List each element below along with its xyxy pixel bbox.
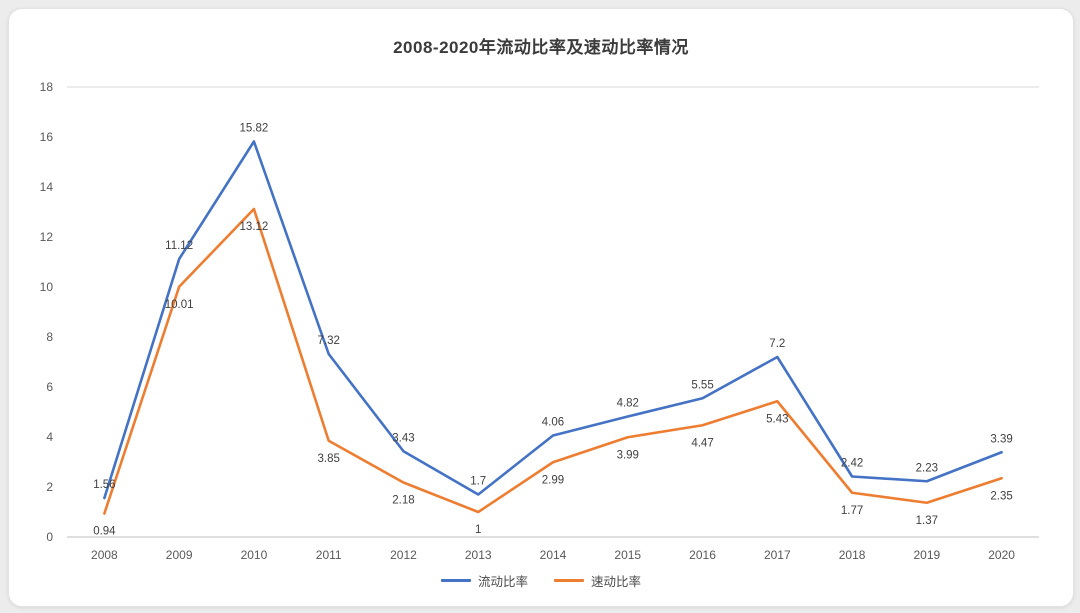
y-tick-label: 6 (46, 380, 53, 394)
data-label: 4.82 (617, 398, 639, 410)
data-label: 15.82 (240, 123, 269, 135)
data-label: 3.99 (617, 449, 639, 461)
line-chart: 0 2 4 6 8 10 12 14 16 18 2008 2009 2010 2011 2012 2013 2… (40, 80, 1039, 562)
chart-legend: 流动比率 速动比率 (9, 571, 1073, 590)
series-line-current-ratio (103, 140, 1003, 500)
data-label: 2.23 (916, 462, 938, 474)
data-label: 7.2 (769, 338, 785, 350)
y-tick-label: 8 (46, 330, 53, 344)
y-tick-label: 4 (46, 430, 53, 444)
data-label: 1.56 (93, 479, 115, 491)
x-tick-label: 2018 (839, 548, 866, 562)
data-label: 1.37 (916, 515, 938, 527)
x-tick-label: 2009 (166, 548, 193, 562)
series-line-quick-ratio (103, 207, 1003, 515)
legend-label: 流动比率 (477, 575, 528, 589)
data-label: 5.43 (766, 413, 788, 425)
x-tick-label: 2013 (465, 548, 492, 562)
legend-item-current-ratio: 流动比率 (440, 571, 528, 590)
y-tick-label: 18 (40, 80, 54, 94)
x-tick-label: 2011 (316, 548, 342, 562)
data-label: 0.94 (93, 526, 116, 538)
data-label: 10.01 (165, 299, 194, 311)
data-label: 3.85 (317, 453, 339, 465)
data-label: 1.7 (470, 476, 486, 488)
y-tick-label: 2 (46, 480, 53, 494)
x-tick-label: 2020 (988, 548, 1015, 562)
data-label: 3.43 (392, 432, 414, 444)
x-tick-label: 2008 (91, 548, 118, 562)
legend-label: 速动比率 (591, 575, 642, 589)
legend-swatch-icon (440, 579, 471, 582)
x-tick-label: 2012 (390, 548, 417, 562)
data-label: 2.35 (990, 490, 1012, 502)
chart-card: 0 2 4 6 8 10 12 14 16 18 2008 2009 2010 2011 2012 2013 2… (8, 8, 1074, 607)
x-tick-label: 2010 (241, 548, 268, 562)
y-tick-label: 16 (40, 130, 54, 144)
data-label: 2.99 (542, 474, 564, 486)
x-tick-label: 2014 (540, 548, 567, 562)
legend-item-quick-ratio: 速动比率 (554, 571, 641, 590)
data-label: 13.12 (240, 221, 269, 233)
x-tick-label: 2017 (764, 548, 791, 562)
data-label: 4.47 (691, 437, 713, 449)
chart-title: 2008-2020年流动比率及速动比率情况 (393, 38, 689, 57)
data-label: 5.55 (691, 379, 713, 391)
legend-swatch-icon (554, 579, 584, 582)
data-label: 3.39 (990, 433, 1012, 445)
y-tick-label: 12 (40, 230, 54, 244)
x-tick-label: 2019 (913, 548, 940, 562)
data-label: 7.32 (317, 335, 339, 347)
x-tick-label: 2015 (614, 548, 641, 562)
y-tick-label: 10 (40, 280, 54, 294)
data-label: 11.12 (165, 240, 193, 252)
x-tick-label: 2016 (689, 548, 716, 562)
data-label: 4.06 (542, 417, 564, 429)
data-label: 2.42 (841, 458, 863, 470)
data-label: 1.77 (841, 505, 863, 517)
y-tick-label: 0 (46, 530, 53, 544)
y-tick-label: 14 (40, 180, 54, 194)
data-label: 1 (475, 524, 481, 536)
data-label: 2.18 (392, 495, 414, 507)
